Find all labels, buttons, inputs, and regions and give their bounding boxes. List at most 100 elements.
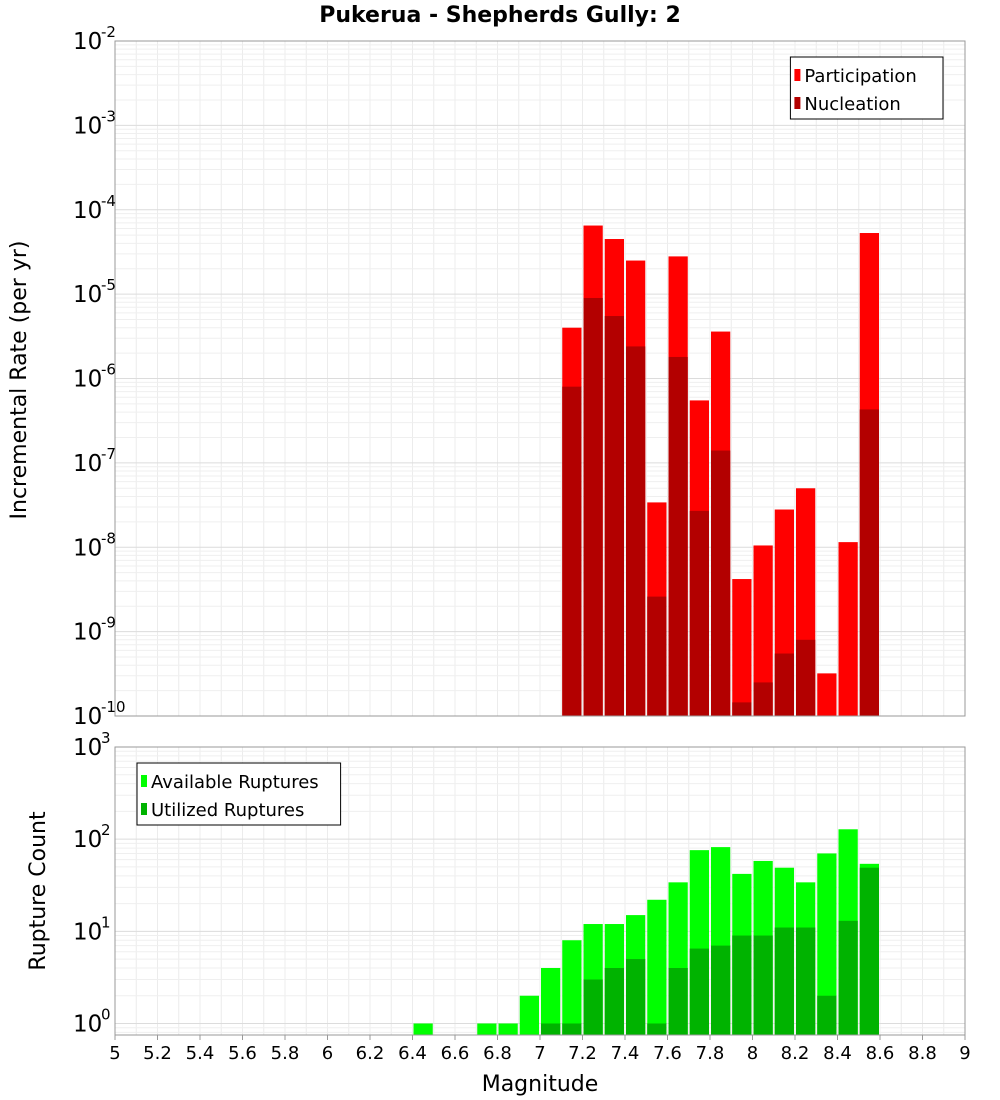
top-plot-frame: [114, 40, 966, 717]
bar-series-1: [498, 1023, 518, 1035]
bar-series-1: [838, 542, 858, 716]
bar-series-2: [562, 386, 582, 716]
x-tick-label: 6.4: [398, 1043, 427, 1064]
x-tick-label: 7: [534, 1043, 545, 1064]
bar-series-2: [583, 297, 603, 716]
legend-swatch: [141, 775, 147, 787]
bar-series-2: [626, 959, 646, 1035]
legend-label: Utilized Ruptures: [151, 800, 304, 821]
bottom-y-axis-title: Rupture Count: [26, 811, 51, 971]
bar-series-1: [562, 940, 582, 1035]
y-tick-exponent: 0: [101, 1005, 111, 1023]
x-tick-label: 7.4: [611, 1043, 640, 1064]
bar-series-2: [732, 702, 752, 716]
bottom-bars: [413, 829, 879, 1035]
y-tick-label: 10: [73, 198, 102, 224]
bar-series-2: [541, 1023, 561, 1035]
bar-series-2: [732, 935, 752, 1035]
bar-series-2: [753, 682, 773, 716]
bar-series-2: [753, 935, 773, 1035]
bar-series-2: [859, 867, 879, 1035]
x-tick-label: 8.4: [823, 1043, 852, 1064]
legend-swatch: [794, 69, 801, 81]
bar-series-2: [583, 979, 603, 1035]
top-bars: [562, 225, 879, 716]
bar-series-2: [796, 927, 816, 1035]
x-tick-label: 7.2: [568, 1043, 597, 1064]
y-tick-label: 10: [73, 367, 102, 393]
y-tick-label: 10: [73, 620, 102, 646]
x-tick-label: 6.8: [483, 1043, 512, 1064]
x-tick-label: 7.8: [696, 1043, 725, 1064]
bar-series-2: [817, 995, 837, 1035]
chart-title: Pukerua - Shepherds Gully: 2: [319, 3, 681, 28]
bar-series-2: [774, 927, 794, 1035]
legend-box: [789, 56, 944, 120]
bar-series-2: [668, 356, 688, 716]
x-tick-label: 5.8: [271, 1043, 300, 1064]
y-tick-exponent: -9: [101, 614, 116, 632]
bar-series-2: [689, 948, 709, 1035]
top-y-axis-title: Incremental Rate (per yr): [7, 241, 32, 520]
bar-series-2: [859, 409, 879, 716]
x-tick-label: 8.8: [908, 1043, 937, 1064]
x-tick-label: 7.6: [653, 1043, 682, 1064]
bar-series-1: [541, 967, 561, 1035]
x-tick-label: 8.6: [866, 1043, 895, 1064]
legend-label: Participation: [804, 66, 916, 87]
bottom-legend: Available Ruptures Utilized Ruptures: [136, 762, 342, 826]
legend-label: Available Ruptures: [151, 772, 319, 793]
y-tick-label: 10: [73, 919, 102, 945]
y-tick-label: 10: [73, 735, 102, 761]
x-tick-label: 6.2: [356, 1043, 385, 1064]
bar-series-1: [519, 995, 539, 1035]
y-tick-label: 10: [73, 113, 102, 139]
y-tick-exponent: -2: [101, 23, 116, 41]
x-tick-label: 6.6: [441, 1043, 470, 1064]
bar-series-2: [604, 316, 624, 716]
x-tick-label: 9: [959, 1043, 970, 1064]
bar-series-1: [477, 1023, 497, 1035]
bar-series-1: [817, 853, 837, 1035]
bar-series-2: [647, 596, 667, 716]
x-tick-label: 5.4: [186, 1043, 215, 1064]
legend-label: Nucleation: [804, 94, 900, 115]
bar-series-1: [413, 1023, 433, 1035]
bar-series-2: [796, 639, 816, 716]
bar-series-2: [689, 510, 709, 716]
y-tick-exponent: -8: [101, 529, 116, 547]
y-tick-label: 10: [73, 282, 102, 308]
bar-series-1: [753, 545, 773, 716]
y-tick-label: 10: [73, 451, 102, 477]
bar-series-1: [817, 673, 837, 716]
top-grid: [114, 41, 966, 717]
bar-series-2: [562, 1023, 582, 1035]
bar-series-2: [774, 653, 794, 716]
bar-series-2: [711, 450, 731, 716]
y-tick-exponent: -4: [101, 192, 116, 210]
bar-series-1: [647, 899, 667, 1035]
y-tick-exponent: -7: [101, 445, 116, 463]
legend-box: [136, 762, 342, 826]
y-tick-exponent: -3: [101, 107, 116, 125]
bar-series-1: [732, 579, 752, 716]
y-tick-exponent: -5: [101, 276, 116, 294]
x-tick-label: 8.2: [781, 1043, 810, 1064]
x-axis-title: Magnitude: [482, 1072, 599, 1097]
x-tick-label: 8: [747, 1043, 758, 1064]
y-tick-label: 10: [73, 29, 102, 55]
bar-series-2: [604, 967, 624, 1035]
bar-series-2: [626, 346, 646, 716]
bar-series-2: [711, 945, 731, 1035]
bar-series-2: [838, 920, 858, 1035]
y-tick-exponent: -10: [101, 698, 126, 716]
bar-series-2: [668, 967, 688, 1035]
y-tick-exponent: 3: [101, 729, 111, 747]
x-ticks: 5 5.2 5.4 5.6 5.8 6 6.2 6.4 6.6 6.8 7 7.2 7.4 7.6 7.8 8…: [109, 1035, 971, 1064]
legend-swatch: [141, 803, 147, 815]
x-tick-label: 5.2: [143, 1043, 172, 1064]
